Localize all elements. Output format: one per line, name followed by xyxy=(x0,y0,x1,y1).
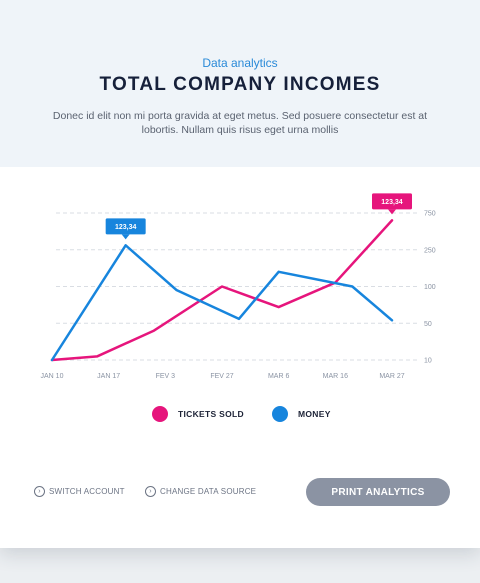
y-tick-label: 10 xyxy=(424,358,432,365)
series-line-money xyxy=(50,244,394,362)
income-line-chart: 10 50 100 250 750 JAN 10 JAN 17 FEV 3 FEV 27 MAR … xyxy=(41,193,436,380)
x-tick-label: JAN 10 xyxy=(41,373,64,380)
data-callout-label: 123,34 xyxy=(115,224,137,231)
x-tick-label: JAN 17 xyxy=(97,373,120,380)
switch-account-link[interactable]: › SWITCH ACCOUNT xyxy=(34,486,125,497)
header-subtitle: Data analytics xyxy=(202,56,278,70)
legend-item-money[interactable]: MONEY xyxy=(272,406,331,422)
legend-label-money: MONEY xyxy=(298,409,331,419)
print-analytics-button[interactable]: PRINT ANALYTICS xyxy=(306,478,450,506)
chevron-right-icon: › xyxy=(34,486,45,497)
switch-account-label: SWITCH ACCOUNT xyxy=(49,487,125,496)
x-tick-label: FEV 3 xyxy=(156,373,176,380)
y-tick-label: 50 xyxy=(424,321,432,328)
legend-label-tickets-sold: TICKETS SOLD xyxy=(178,409,244,419)
analytics-card: Data analytics TOTAL COMPANY INCOMES Don… xyxy=(0,0,480,548)
data-callout-box xyxy=(372,193,412,210)
series-line-tickets-sold xyxy=(50,219,394,362)
data-callout-pointer xyxy=(121,234,130,240)
legend-dot-money xyxy=(272,406,288,422)
card-header: Data analytics TOTAL COMPANY INCOMES Don… xyxy=(0,0,480,167)
change-data-source-label: CHANGE DATA SOURCE xyxy=(160,487,257,496)
header-description: Donec id elit non mi porta gravida at eg… xyxy=(52,110,428,136)
data-callout-label: 123,34 xyxy=(381,199,403,206)
data-callout-box xyxy=(105,218,146,235)
x-tick-label: MAR 16 xyxy=(323,373,348,380)
data-callout-pointer xyxy=(388,209,396,215)
x-tick-label: MAR 27 xyxy=(379,373,404,380)
page-title: TOTAL COMPANY INCOMES xyxy=(99,74,381,95)
chevron-right-icon: › xyxy=(145,486,156,497)
y-tick-label: 250 xyxy=(424,247,436,254)
legend-dot-tickets-sold xyxy=(152,406,168,422)
y-tick-label: 100 xyxy=(424,284,436,291)
chart-legend: TICKETS SOLD MONEY xyxy=(0,406,480,426)
change-data-source-link[interactable]: › CHANGE DATA SOURCE xyxy=(145,486,256,497)
legend-item-tickets-sold[interactable]: TICKETS SOLD xyxy=(152,406,244,422)
y-tick-label: 750 xyxy=(424,211,436,218)
x-tick-label: MAR 6 xyxy=(268,373,290,380)
x-tick-label: FEV 27 xyxy=(210,373,233,380)
